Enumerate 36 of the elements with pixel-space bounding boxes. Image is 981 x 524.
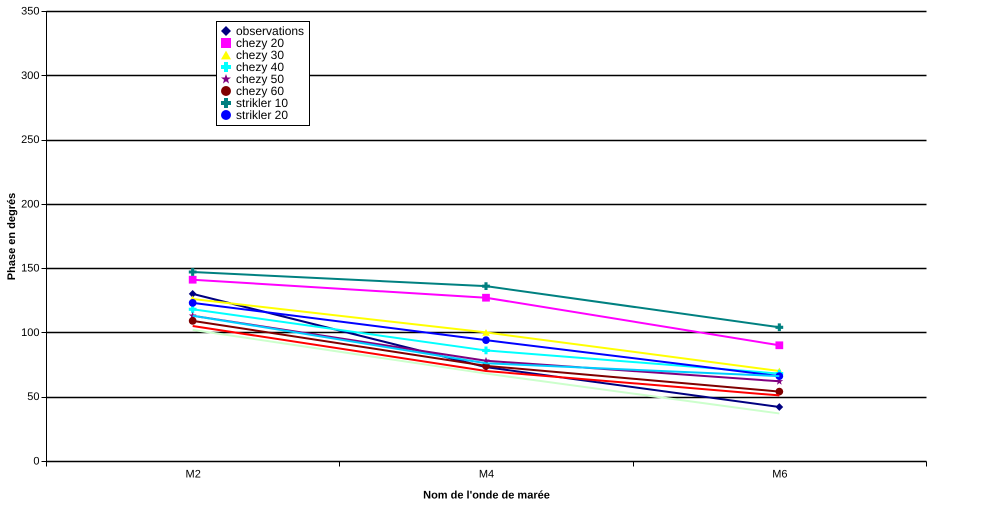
point <box>188 298 197 307</box>
y-tick-label: 150 <box>21 262 40 275</box>
y-tick-label: 50 <box>27 391 40 404</box>
legend-label: chezy 60 <box>236 84 284 98</box>
legend-label: chezy 20 <box>236 36 284 50</box>
point <box>188 268 197 276</box>
y-tick-label: 300 <box>21 70 40 82</box>
x-axis-title: Nom de l'onde de marée <box>423 490 550 502</box>
x-tick-label: M4 <box>478 468 494 480</box>
legend-label: observations <box>236 24 304 38</box>
legend-label: chezy 50 <box>236 72 284 86</box>
point <box>482 282 490 290</box>
point <box>188 276 197 284</box>
legend-label: chezy 40 <box>236 60 284 74</box>
y-axis-title: Phase en degrés <box>6 192 18 280</box>
x-tick-label: M6 <box>772 468 788 480</box>
x-tick-label: M2 <box>186 468 201 480</box>
legend-label: strikler 20 <box>236 108 288 122</box>
point <box>188 316 197 325</box>
point <box>775 323 784 332</box>
point <box>482 346 490 354</box>
point <box>775 403 784 411</box>
point <box>482 336 490 344</box>
y-tick-label: 250 <box>21 134 40 146</box>
point <box>775 341 784 350</box>
y-tick-label: 200 <box>21 198 40 210</box>
point <box>188 305 197 314</box>
point <box>482 329 490 336</box>
point <box>188 290 197 298</box>
legend-label: strikler 10 <box>236 96 288 110</box>
point <box>482 294 490 302</box>
y-tick-label: 100 <box>21 326 40 339</box>
y-tick-label: 0 <box>33 456 40 468</box>
point <box>775 388 784 396</box>
legend-label: chezy 30 <box>236 48 284 62</box>
y-tick-label: 350 <box>21 6 40 18</box>
